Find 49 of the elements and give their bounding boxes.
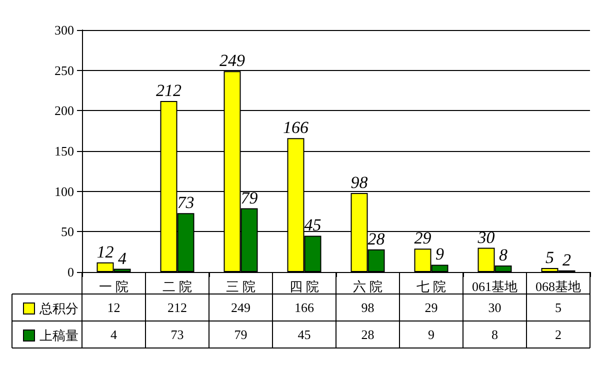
- annotation: 5: [546, 248, 554, 267]
- data-label: 4: [110, 327, 118, 342]
- data-label: 45: [298, 327, 311, 342]
- y-tick-label: 100: [54, 184, 74, 199]
- x-tick-label: 四 院: [290, 279, 319, 294]
- data-label: 30: [488, 300, 502, 315]
- data-label: 98: [361, 300, 374, 315]
- data-label: 79: [234, 327, 248, 342]
- annotation: 30: [476, 228, 496, 247]
- annotation: 73: [177, 193, 194, 212]
- y-tick-label: 150: [54, 144, 74, 158]
- annotation: 12: [96, 242, 114, 262]
- data-label: 2: [555, 327, 562, 342]
- y-tick-label: 300: [54, 22, 74, 38]
- data-label: 12: [107, 300, 120, 315]
- x-tick-label: 061基地: [472, 279, 518, 294]
- annotation: 212: [156, 80, 182, 100]
- data-label: 8: [492, 327, 498, 342]
- data-label: 29: [424, 300, 438, 315]
- annotation: 98: [350, 172, 368, 192]
- x-tick-label: 二 院: [162, 279, 192, 294]
- data-label: 9: [428, 327, 434, 342]
- annotation: 166: [283, 118, 309, 138]
- annotation: 2: [562, 250, 572, 270]
- annotation: 28: [368, 229, 386, 248]
- data-label: 5: [555, 300, 562, 315]
- annotation: 79: [240, 188, 258, 208]
- y-tick-label: 250: [54, 62, 74, 78]
- x-tick-label: 068基地: [536, 279, 581, 294]
- annotation: 249: [220, 51, 246, 70]
- y-tick-label: 0: [68, 264, 74, 280]
- legend-label: 上稿量: [40, 328, 78, 343]
- annotation: 29: [414, 228, 432, 248]
- annotation: 45: [304, 216, 322, 235]
- x-tick-label: 六 院: [353, 279, 382, 294]
- data-label: 212: [168, 300, 187, 315]
- x-tick-label: 七 院: [416, 279, 446, 294]
- annotation: 4: [118, 248, 127, 268]
- y-tick-label: 200: [54, 103, 74, 118]
- x-tick-label: 一 院: [99, 279, 128, 294]
- annotation: 9: [436, 244, 444, 264]
- data-label: 166: [294, 300, 314, 315]
- data-label: 28: [361, 327, 374, 342]
- y-tick-label: 50: [61, 224, 74, 240]
- data-label: 73: [170, 327, 184, 342]
- annotation: 8: [499, 246, 508, 265]
- legend-label: 总积分: [38, 301, 78, 316]
- x-tick-label: 三 院: [226, 279, 256, 294]
- data-label: 249: [231, 300, 250, 315]
